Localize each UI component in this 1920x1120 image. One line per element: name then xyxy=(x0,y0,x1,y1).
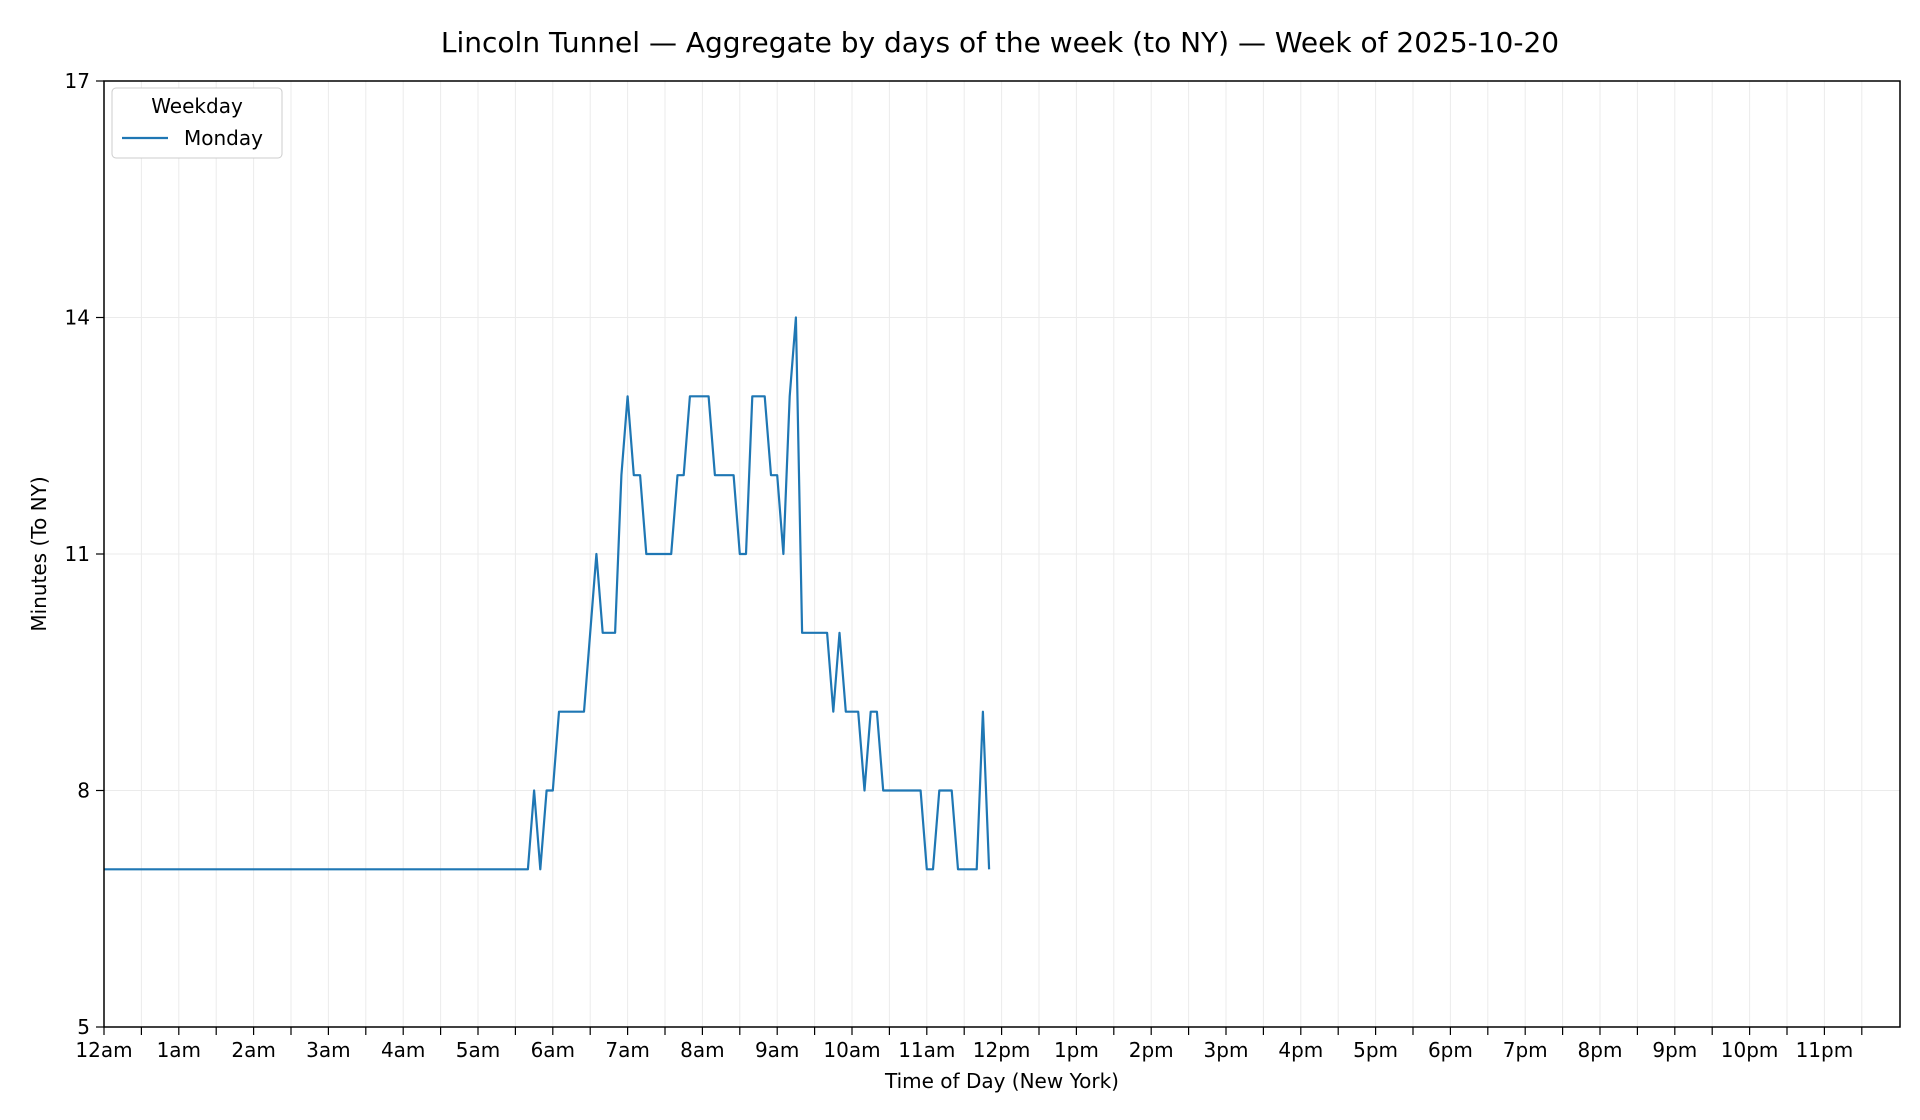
x-tick-label: 3am xyxy=(306,1038,350,1062)
legend: Weekday Monday xyxy=(111,87,283,159)
y-tick-label: 11 xyxy=(65,542,90,566)
y-tick-label: 8 xyxy=(77,779,90,803)
x-tick-label: 6pm xyxy=(1428,1038,1473,1062)
x-tick-label: 4pm xyxy=(1278,1038,1323,1062)
x-tick-label: 11pm xyxy=(1796,1038,1854,1062)
x-tick-label: 3pm xyxy=(1204,1038,1249,1062)
x-tick-label: 7pm xyxy=(1503,1038,1548,1062)
legend-title: Weekday xyxy=(151,94,243,118)
x-tick-label: 8am xyxy=(680,1038,724,1062)
y-tick-label: 14 xyxy=(65,306,90,330)
series-layer xyxy=(104,316,991,871)
x-tick-label: 11am xyxy=(898,1038,955,1062)
legend-label-monday: Monday xyxy=(184,126,263,150)
x-tick-label: 2am xyxy=(231,1038,275,1062)
y-tick-label: 5 xyxy=(77,1015,90,1039)
x-tick-label: 7am xyxy=(605,1038,649,1062)
x-tick-label: 10pm xyxy=(1721,1038,1779,1062)
x-axis-label: Time of Day (New York) xyxy=(884,1069,1119,1093)
x-tick-label: 1am xyxy=(157,1038,201,1062)
x-tick-label: 12am xyxy=(75,1038,132,1062)
x-tick-label: 5am xyxy=(456,1038,500,1062)
x-tick-label: 12pm xyxy=(973,1038,1031,1062)
y-axis-label: Minutes (To NY) xyxy=(27,476,51,631)
x-tick-label: 9am xyxy=(755,1038,799,1062)
x-tick-label: 1pm xyxy=(1054,1038,1099,1062)
x-tick-label: 2pm xyxy=(1129,1038,1174,1062)
y-tick-label: 17 xyxy=(65,69,90,93)
x-tick-label: 6am xyxy=(531,1038,575,1062)
series-line-monday xyxy=(104,316,991,871)
x-tick-label: 10am xyxy=(823,1038,880,1062)
x-axis-ticks: 12am 1am 2am 3am 4am 5am 6am 7am 8am 9am 10am 11am 1… xyxy=(75,1027,1863,1062)
x-tick-label: 4am xyxy=(381,1038,425,1062)
legend-box xyxy=(111,87,283,159)
x-tick-label: 8pm xyxy=(1578,1038,1623,1062)
chart-title: Lincoln Tunnel — Aggregate by days of th… xyxy=(441,26,1559,59)
x-tick-label: 5pm xyxy=(1353,1038,1398,1062)
x-tick-label: 9pm xyxy=(1652,1038,1697,1062)
y-axis-ticks: 5 8 11 14 17 xyxy=(65,69,104,1039)
